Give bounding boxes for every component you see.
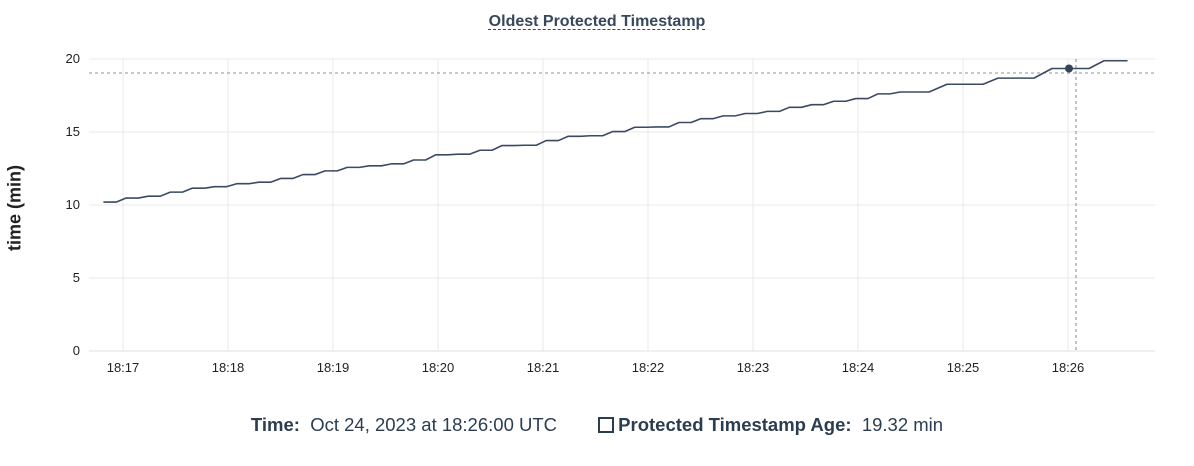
svg-text:18:26: 18:26	[1052, 360, 1085, 375]
svg-text:18:17: 18:17	[107, 360, 140, 375]
svg-text:20: 20	[66, 51, 80, 66]
svg-text:18:20: 18:20	[422, 360, 455, 375]
svg-text:10: 10	[66, 197, 80, 212]
svg-text:18:24: 18:24	[842, 360, 875, 375]
svg-text:18:22: 18:22	[632, 360, 665, 375]
svg-text:15: 15	[66, 124, 80, 139]
svg-text:0: 0	[73, 343, 80, 358]
svg-text:18:19: 18:19	[317, 360, 350, 375]
svg-text:5: 5	[73, 270, 80, 285]
svg-text:18:21: 18:21	[527, 360, 560, 375]
svg-text:18:18: 18:18	[212, 360, 245, 375]
svg-text:18:23: 18:23	[737, 360, 770, 375]
svg-text:18:25: 18:25	[947, 360, 980, 375]
